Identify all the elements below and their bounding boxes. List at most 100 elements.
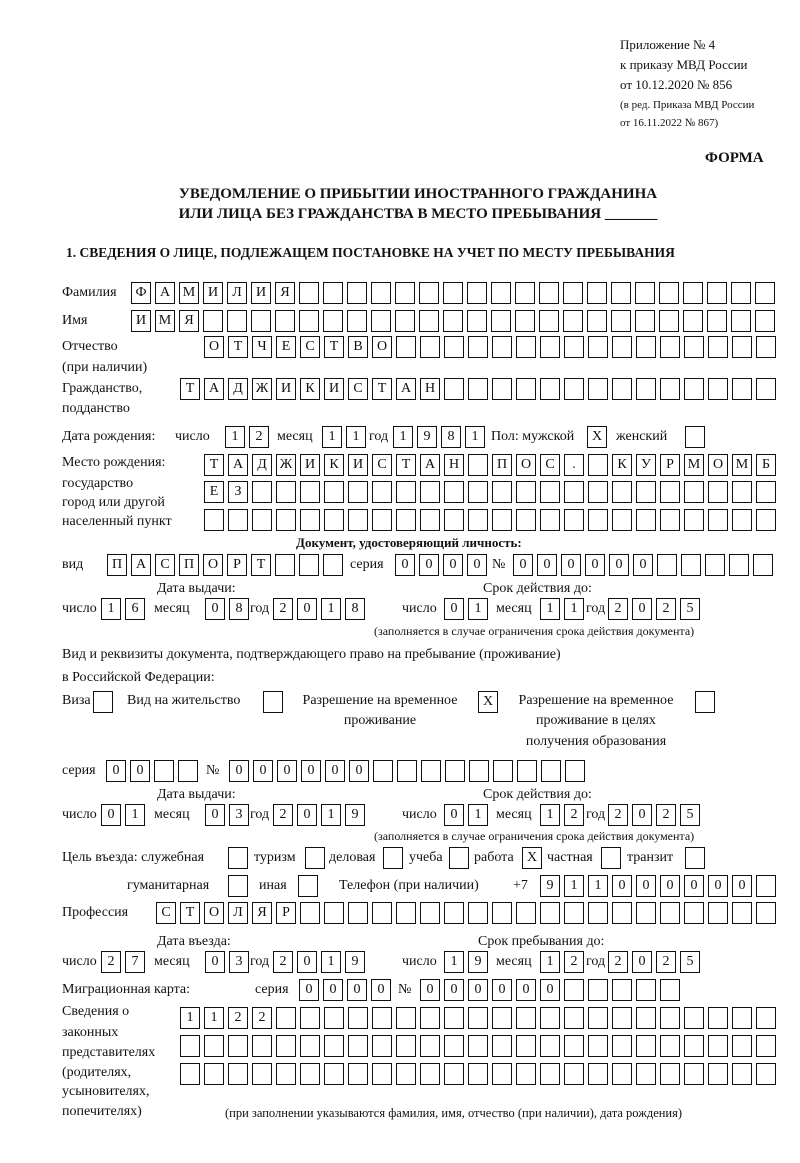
letter-cell[interactable]: 1 (444, 951, 464, 973)
letter-cell[interactable]: О (372, 336, 392, 358)
letter-cell[interactable] (612, 481, 632, 503)
letter-cell[interactable] (396, 1007, 416, 1029)
checkbox-cell[interactable]: X (587, 426, 607, 448)
letter-cell[interactable]: 1 (468, 598, 488, 620)
letter-cell[interactable]: 1 (346, 426, 366, 448)
letter-cell[interactable] (467, 282, 487, 304)
letter-cell[interactable]: 0 (277, 760, 297, 782)
letter-cell[interactable] (708, 1063, 728, 1085)
letter-cell[interactable]: А (420, 454, 440, 476)
letter-cell[interactable] (276, 1035, 296, 1057)
letter-cell[interactable] (539, 310, 559, 332)
letter-cell[interactable]: 0 (467, 554, 487, 576)
purpose-tourism-checkbox[interactable] (305, 847, 325, 869)
letter-cell[interactable] (396, 481, 416, 503)
letter-cell[interactable] (491, 310, 511, 332)
checkbox-cell[interactable] (298, 875, 318, 897)
letter-cell[interactable]: 0 (205, 951, 225, 973)
letter-cell[interactable]: 2 (564, 804, 584, 826)
letter-cell[interactable] (612, 1007, 632, 1029)
letter-cell[interactable] (516, 481, 536, 503)
letter-cell[interactable]: 9 (345, 804, 365, 826)
letter-cell[interactable] (204, 1063, 224, 1085)
letter-cell[interactable]: 3 (229, 951, 249, 973)
letter-cell[interactable]: 0 (513, 554, 533, 576)
letter-cell[interactable] (323, 310, 343, 332)
letter-cell[interactable]: К (300, 378, 320, 400)
letter-cell[interactable]: И (203, 282, 223, 304)
letter-cell[interactable] (729, 554, 749, 576)
temp-residence-checkbox[interactable]: X (478, 691, 498, 713)
letter-cell[interactable] (516, 378, 536, 400)
letter-cell[interactable] (468, 1035, 488, 1057)
letter-cell[interactable] (636, 1035, 656, 1057)
letter-cell[interactable]: 0 (297, 598, 317, 620)
checkbox-cell[interactable]: X (478, 691, 498, 713)
letter-cell[interactable] (660, 1035, 680, 1057)
letter-cell[interactable]: 5 (680, 804, 700, 826)
letter-cell[interactable]: 0 (371, 979, 391, 1001)
letter-cell[interactable]: 9 (417, 426, 437, 448)
letter-cell[interactable] (515, 282, 535, 304)
letter-cell[interactable]: 1 (322, 426, 342, 448)
letter-cell[interactable] (564, 1063, 584, 1085)
letter-cell[interactable] (564, 979, 584, 1001)
letter-cell[interactable] (516, 509, 536, 531)
letter-cell[interactable]: О (516, 454, 536, 476)
letter-cell[interactable] (540, 509, 560, 531)
letter-cell[interactable] (300, 902, 320, 924)
letter-cell[interactable] (756, 902, 776, 924)
letter-cell[interactable] (564, 509, 584, 531)
letter-cell[interactable] (684, 481, 704, 503)
letter-cell[interactable] (540, 1035, 560, 1057)
letter-cell[interactable] (660, 1063, 680, 1085)
letter-cell[interactable] (684, 1035, 704, 1057)
letter-cell[interactable] (468, 454, 488, 476)
letter-cell[interactable] (299, 310, 319, 332)
letter-cell[interactable] (493, 760, 513, 782)
letter-cell[interactable] (681, 554, 701, 576)
letter-cell[interactable] (516, 1063, 536, 1085)
letter-cell[interactable]: 0 (632, 804, 652, 826)
letter-cell[interactable] (540, 1007, 560, 1029)
letter-cell[interactable] (708, 1035, 728, 1057)
letter-cell[interactable]: 8 (345, 598, 365, 620)
letter-cell[interactable] (203, 310, 223, 332)
letter-cell[interactable] (420, 481, 440, 503)
letter-cell[interactable]: Н (420, 378, 440, 400)
letter-cell[interactable] (492, 481, 512, 503)
letter-cell[interactable] (564, 336, 584, 358)
letter-cell[interactable] (588, 481, 608, 503)
letter-cell[interactable] (395, 282, 415, 304)
letter-cell[interactable] (396, 509, 416, 531)
letter-cell[interactable] (419, 310, 439, 332)
purpose-other-checkbox[interactable] (298, 875, 318, 897)
letter-cell[interactable] (300, 1063, 320, 1085)
letter-cell[interactable]: Л (227, 282, 247, 304)
letter-cell[interactable]: Р (276, 902, 296, 924)
letter-cell[interactable]: С (156, 902, 176, 924)
letter-cell[interactable]: М (155, 310, 175, 332)
letter-cell[interactable]: 2 (656, 951, 676, 973)
letter-cell[interactable]: А (131, 554, 151, 576)
letter-cell[interactable]: 0 (444, 598, 464, 620)
letter-cell[interactable]: 0 (660, 875, 680, 897)
letter-cell[interactable] (732, 336, 752, 358)
letter-cell[interactable] (588, 1035, 608, 1057)
letter-cell[interactable] (468, 1007, 488, 1029)
letter-cell[interactable]: 2 (249, 426, 269, 448)
letter-cell[interactable] (659, 282, 679, 304)
letter-cell[interactable] (371, 282, 391, 304)
letter-cell[interactable]: Т (180, 378, 200, 400)
letter-cell[interactable]: Ф (131, 282, 151, 304)
letter-cell[interactable]: С (348, 378, 368, 400)
letter-cell[interactable] (756, 875, 776, 897)
letter-cell[interactable] (684, 1063, 704, 1085)
